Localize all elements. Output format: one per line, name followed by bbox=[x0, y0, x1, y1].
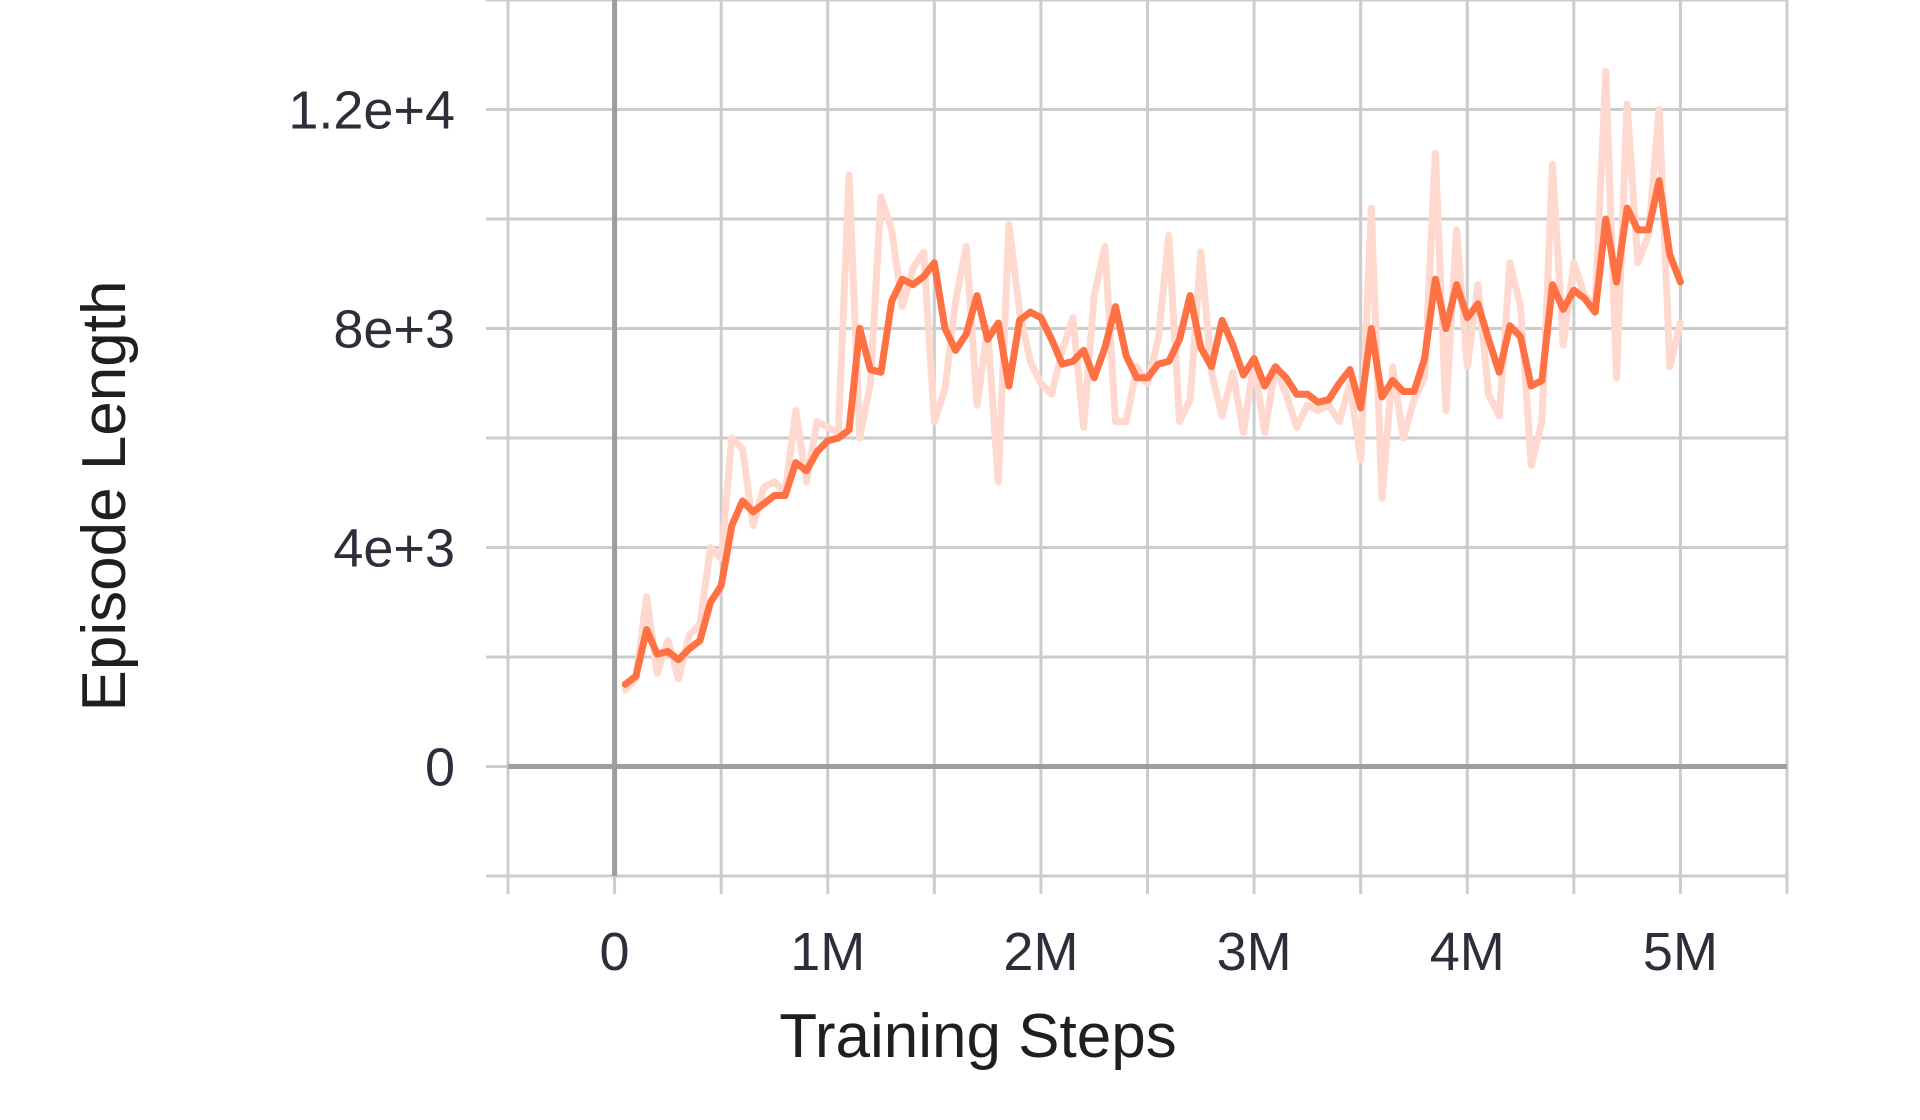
x-tick-label: 2M bbox=[1003, 922, 1078, 982]
zero-axes bbox=[508, 0, 1787, 876]
raw-series-line bbox=[621, 67, 1684, 694]
grid bbox=[486, 0, 1789, 894]
y-tick-label: 0 bbox=[425, 738, 455, 798]
y-tick-label: 8e+3 bbox=[333, 300, 455, 360]
x-tick-label: 3M bbox=[1217, 922, 1292, 982]
y-axis-title: Episode Length bbox=[70, 281, 139, 712]
series-layer bbox=[621, 67, 1684, 694]
y-tick-label: 1.2e+4 bbox=[288, 81, 455, 141]
y-tick-label: 4e+3 bbox=[333, 519, 455, 579]
x-axis-title: Training Steps bbox=[779, 1002, 1176, 1071]
x-tick-label: 0 bbox=[600, 922, 630, 982]
x-tick-label: 4M bbox=[1430, 922, 1505, 982]
x-tick-label: 5M bbox=[1643, 922, 1718, 982]
x-tick-label: 1M bbox=[790, 922, 865, 982]
tick-labels: 0 1M 2M 3M 4M 5M 0 4e+3 8e+3 1.2e+4 bbox=[288, 81, 1718, 983]
smoothed-series-line bbox=[621, 177, 1684, 688]
